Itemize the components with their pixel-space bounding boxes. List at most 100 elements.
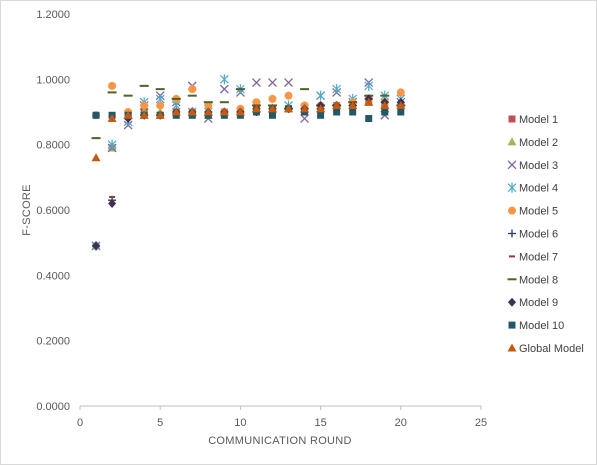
data-point bbox=[204, 101, 213, 110]
data-point bbox=[140, 101, 149, 110]
data-point bbox=[123, 110, 133, 119]
legend-label: Model 3 bbox=[519, 160, 558, 172]
series-11 bbox=[91, 97, 406, 162]
data-point bbox=[380, 100, 390, 109]
x-tick-label: 25 bbox=[475, 417, 487, 429]
data-point bbox=[219, 107, 229, 116]
y-axis-title: F-SCORE bbox=[21, 184, 33, 236]
legend: Model 1 Model 2 Model 3 Model 4 Model 5 Model… bbox=[507, 114, 584, 355]
data-point bbox=[284, 104, 294, 113]
data-point bbox=[219, 84, 229, 94]
legend-item: Model 1 bbox=[508, 114, 558, 126]
axes: 0.0000 0.2000 0.4000 0.6000 0.8000 1.0000 1.20… bbox=[36, 9, 487, 429]
x-tick-label: 5 bbox=[157, 417, 163, 429]
legend-marker bbox=[508, 297, 516, 307]
y-tick-label: 1.2000 bbox=[36, 9, 70, 21]
data-point bbox=[364, 97, 374, 106]
data-point bbox=[332, 84, 342, 95]
data-point bbox=[92, 241, 101, 251]
legend-marker bbox=[507, 160, 517, 170]
data-point bbox=[348, 100, 358, 109]
legend-marker bbox=[507, 182, 517, 193]
data-point bbox=[155, 110, 165, 119]
data-point bbox=[171, 107, 181, 116]
y-tick-label: 0.8000 bbox=[36, 140, 70, 152]
x-tick-label: 0 bbox=[77, 417, 83, 429]
data-point bbox=[381, 108, 389, 116]
x-tick-label: 20 bbox=[395, 417, 407, 429]
legend-label: Model 4 bbox=[519, 183, 558, 195]
data-point bbox=[108, 198, 117, 208]
legend-label: Model 7 bbox=[519, 251, 558, 263]
y-tick-label: 0.4000 bbox=[36, 270, 70, 282]
legend-item: Model 6 bbox=[508, 229, 558, 241]
data-point bbox=[268, 111, 276, 119]
data-point bbox=[107, 139, 117, 150]
data-point bbox=[284, 91, 293, 100]
y-tick-label: 1.0000 bbox=[36, 74, 70, 86]
data-point bbox=[156, 101, 165, 110]
legend-item: Model 5 bbox=[508, 206, 558, 218]
legend-label: Model 9 bbox=[519, 297, 558, 309]
data-points bbox=[91, 74, 406, 251]
x-tick-label: 10 bbox=[234, 417, 246, 429]
data-point bbox=[252, 98, 261, 107]
data-point bbox=[92, 111, 100, 119]
legend-item: Global Model bbox=[507, 343, 584, 355]
legend-label: Model 6 bbox=[519, 229, 558, 241]
data-point bbox=[219, 74, 229, 85]
legend-marker bbox=[508, 206, 516, 215]
legend-item: Model 8 bbox=[507, 274, 558, 286]
data-point bbox=[300, 104, 310, 113]
y-tick-label: 0.2000 bbox=[36, 336, 70, 348]
legend-item: Model 9 bbox=[508, 297, 558, 309]
data-point bbox=[107, 114, 117, 123]
data-point bbox=[396, 100, 406, 109]
data-point bbox=[235, 107, 245, 116]
x-axis-title: COMMUNICATION ROUND bbox=[208, 435, 352, 447]
y-tick-label: 0.6000 bbox=[36, 205, 70, 217]
data-point bbox=[397, 108, 405, 116]
legend-label: Global Model bbox=[519, 343, 584, 355]
data-point bbox=[139, 110, 149, 119]
data-point bbox=[251, 104, 261, 113]
legend-marker bbox=[508, 321, 516, 329]
data-point bbox=[349, 108, 357, 116]
legend-item: Model 10 bbox=[508, 320, 564, 332]
data-point bbox=[317, 111, 325, 119]
legend-marker bbox=[508, 229, 516, 238]
data-point bbox=[251, 78, 261, 88]
legend-item: Model 2 bbox=[507, 137, 558, 149]
data-point bbox=[364, 80, 374, 91]
data-point bbox=[365, 115, 373, 123]
data-point bbox=[300, 114, 310, 123]
data-point bbox=[396, 88, 405, 97]
legend-marker bbox=[507, 137, 517, 146]
legend-item: Model 3 bbox=[507, 160, 558, 172]
data-point bbox=[316, 104, 326, 113]
legend-label: Model 5 bbox=[519, 206, 558, 218]
data-point bbox=[316, 90, 326, 101]
data-point bbox=[268, 94, 277, 103]
legend-item: Model 7 bbox=[509, 251, 558, 263]
legend-item: Model 4 bbox=[507, 182, 558, 195]
data-point bbox=[267, 104, 277, 113]
legend-marker bbox=[507, 343, 517, 352]
data-point bbox=[187, 107, 197, 116]
legend-label: Model 2 bbox=[519, 137, 558, 149]
data-point bbox=[91, 153, 101, 162]
data-point bbox=[284, 78, 293, 88]
data-point bbox=[332, 100, 342, 109]
data-point bbox=[333, 108, 341, 116]
legend-label: Model 10 bbox=[519, 320, 564, 332]
data-point bbox=[188, 85, 197, 94]
x-tick-label: 15 bbox=[314, 417, 326, 429]
legend-label: Model 1 bbox=[519, 114, 558, 126]
legend-label: Model 8 bbox=[519, 274, 558, 286]
legend-marker bbox=[508, 115, 516, 123]
y-tick-label: 0.0000 bbox=[36, 401, 70, 413]
data-point bbox=[268, 78, 277, 88]
